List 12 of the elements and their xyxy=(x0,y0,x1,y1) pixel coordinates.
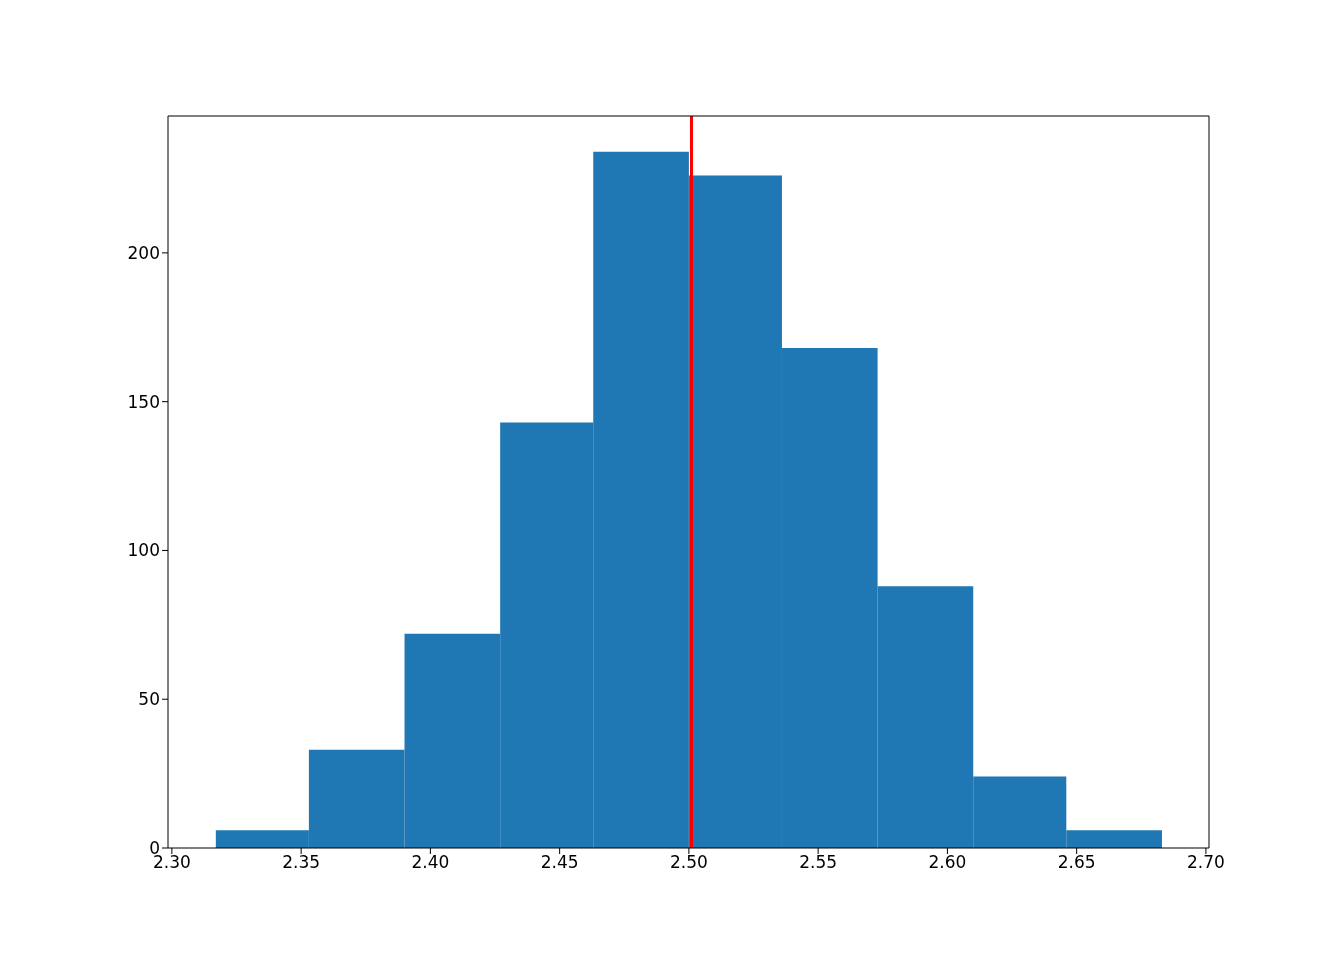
y-tick-label: 150 xyxy=(127,391,160,412)
x-tick-label: 2.60 xyxy=(928,852,967,873)
y-tick-label: 200 xyxy=(127,242,160,263)
x-tick-label: 2.35 xyxy=(282,852,321,873)
x-tick-label: 2.55 xyxy=(799,852,838,873)
x-tick-label: 2.50 xyxy=(669,852,708,873)
x-tick-label: 2.70 xyxy=(1186,852,1225,873)
y-tick-label: 50 xyxy=(138,689,160,710)
x-tick-label: 2.65 xyxy=(1057,852,1096,873)
x-tick-label: 2.40 xyxy=(411,852,450,873)
y-tick-label: 100 xyxy=(127,540,160,561)
x-tick-label: 2.45 xyxy=(540,852,579,873)
